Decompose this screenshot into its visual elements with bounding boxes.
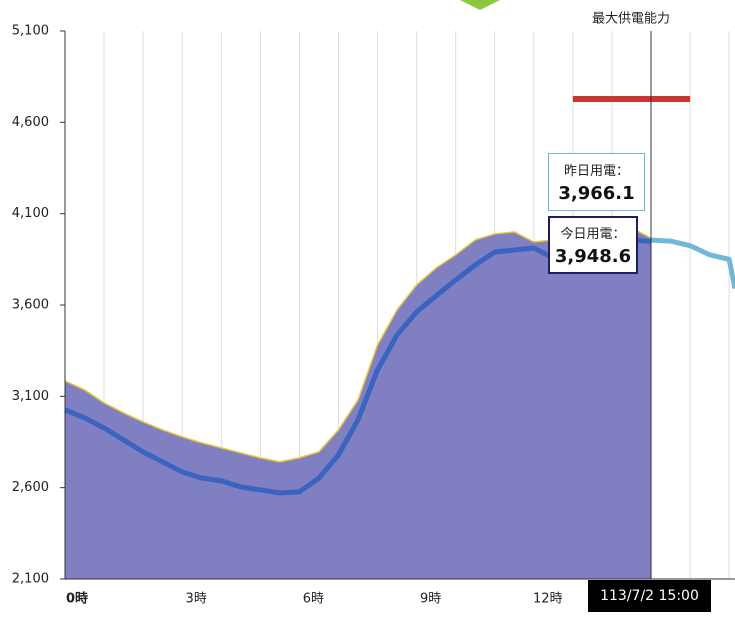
x-tick-label: 9時 [420, 592, 441, 607]
x-tick-label: 0時 [66, 591, 88, 607]
capacity-label: 最大供電能力 [592, 12, 670, 27]
tooltip-value: 3,966.1 [558, 183, 635, 204]
decor-triangle [460, 0, 500, 10]
line [650, 237, 735, 290]
tooltip-yesterday: 昨日用電： 3,966.1 [548, 153, 645, 211]
y-tick-label: 3,100 [12, 389, 49, 404]
y-tick-label: 2,600 [12, 480, 49, 495]
tooltip-label: 今日用電： [560, 227, 626, 242]
x-tick-label: 3時 [186, 592, 207, 607]
y-tick-label: 4,100 [12, 206, 49, 221]
tooltip-label: 昨日用電： [563, 164, 629, 179]
y-tick-label: 5,100 [12, 24, 49, 39]
x-tick-label: 12時 [533, 592, 563, 607]
y-tick-label: 3,600 [12, 298, 49, 313]
cursor-time: 113/7/2 15:00 [588, 580, 711, 612]
y-tick-label: 2,100 [12, 572, 49, 587]
area [65, 219, 652, 580]
tooltip-value: 3,948.6 [554, 246, 632, 267]
tooltip-today: 今日用電： 3,948.6 [548, 216, 638, 274]
y-tick-label: 4,600 [12, 115, 49, 130]
x-tick-label: 6時 [303, 592, 324, 607]
